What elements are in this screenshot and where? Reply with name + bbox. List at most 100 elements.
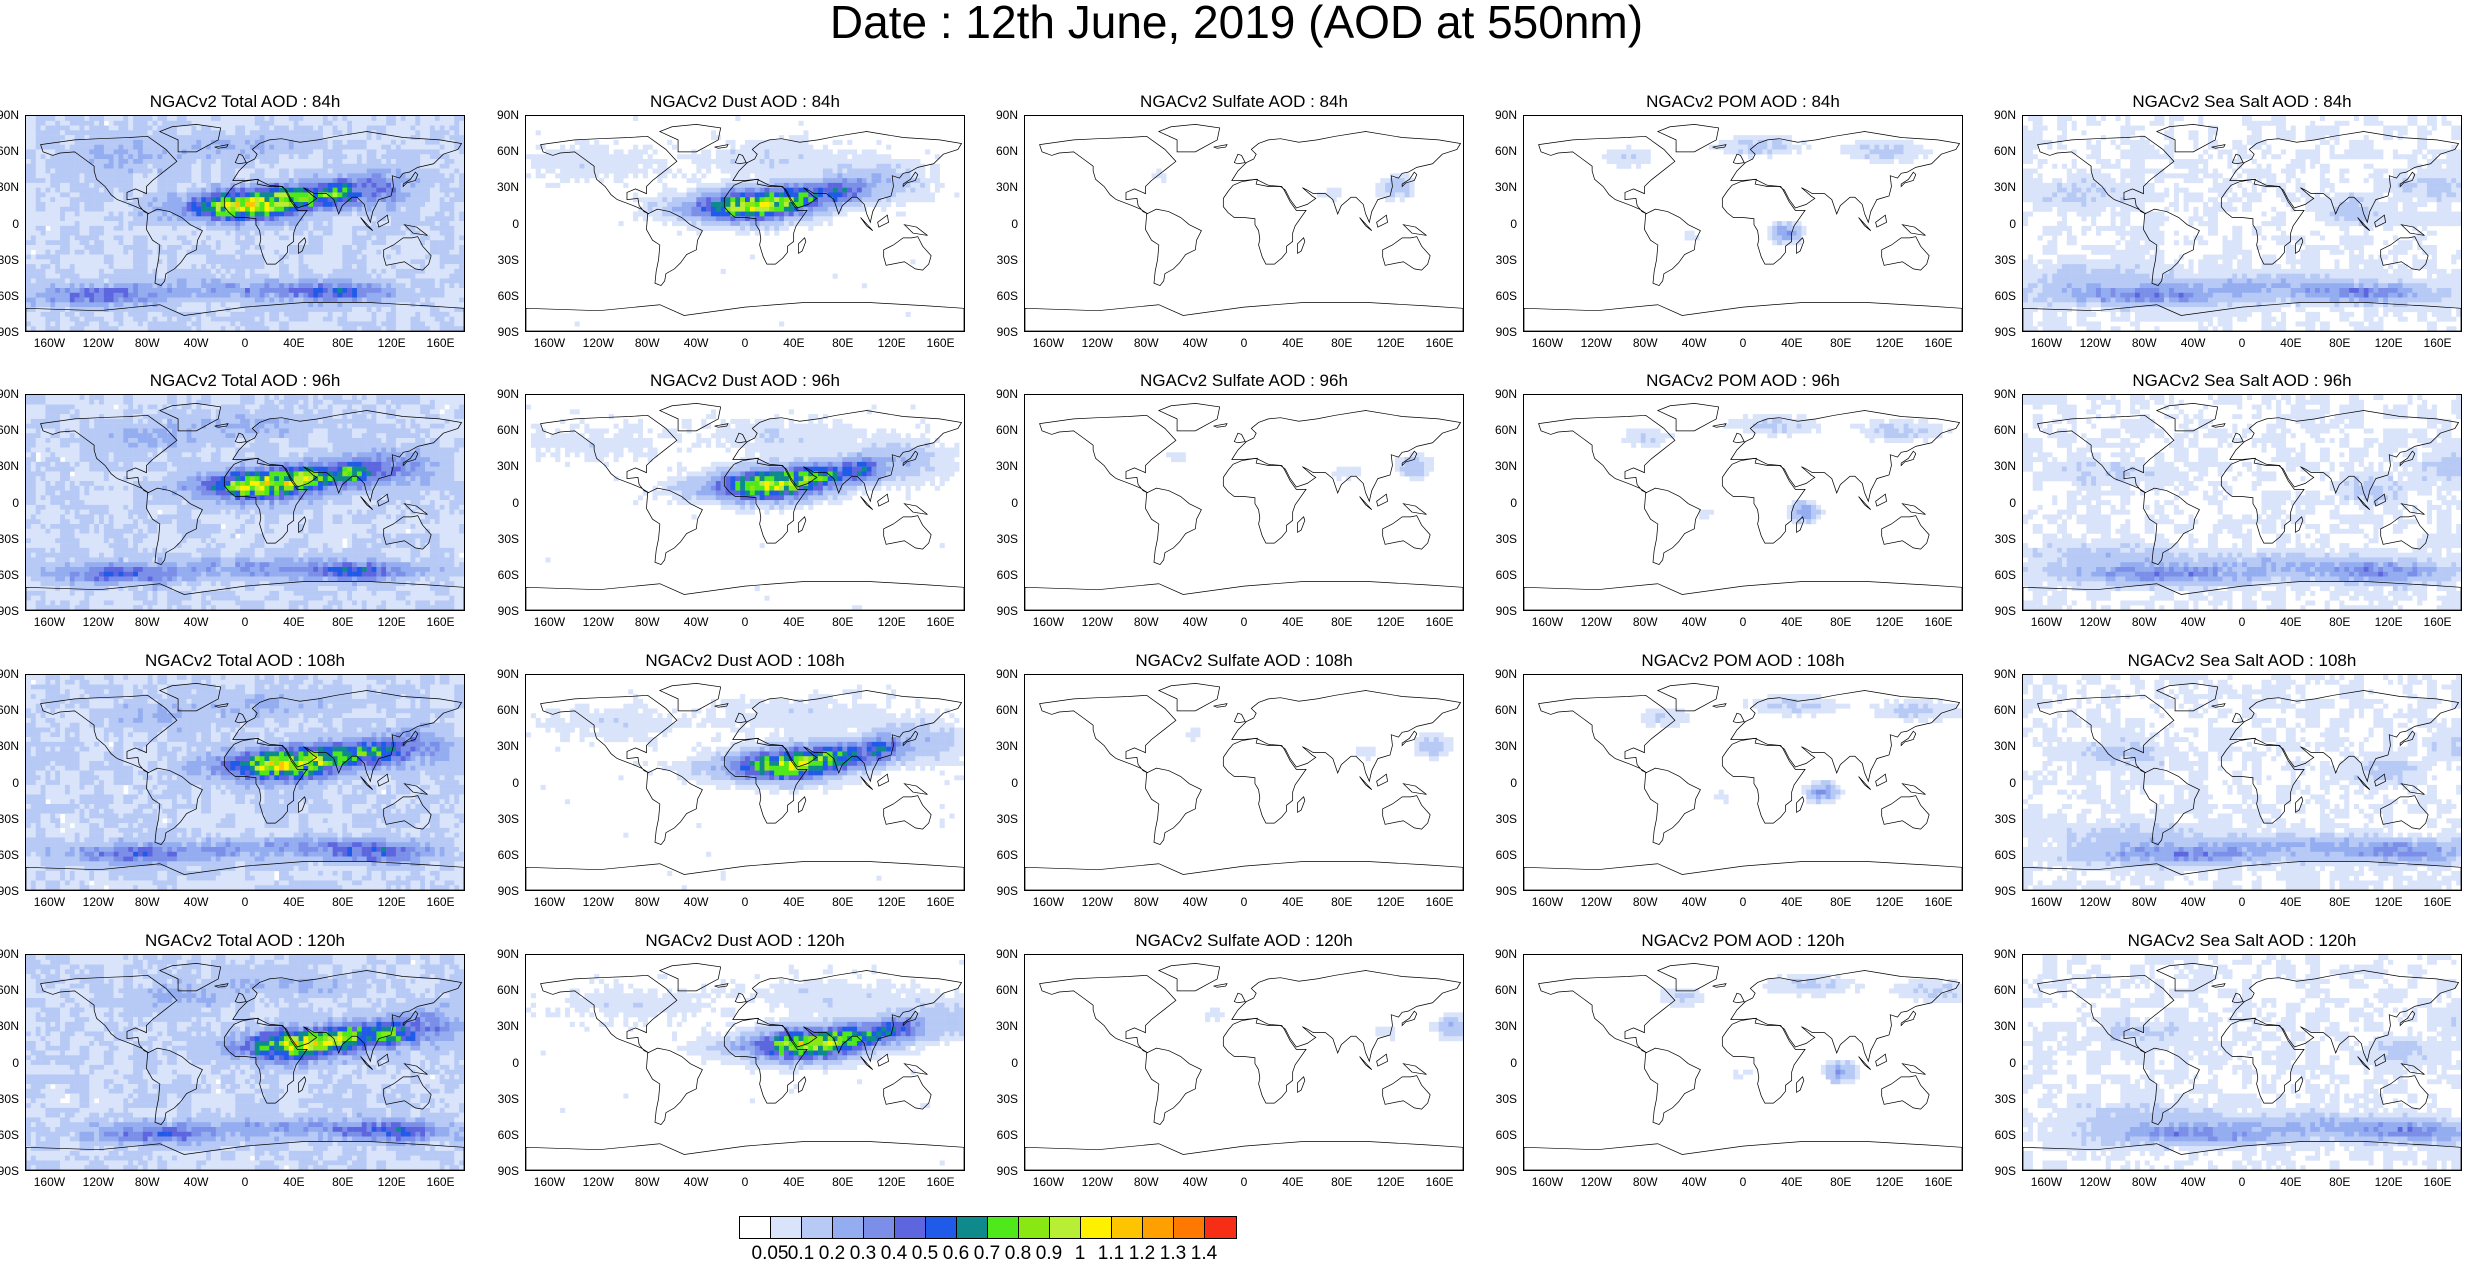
aod-cell: [99, 298, 104, 303]
aod-cell: [26, 154, 31, 159]
aod-field-map: [26, 116, 464, 331]
aod-cell: [255, 259, 260, 264]
aod-cell: [45, 183, 50, 188]
aod-cell: [386, 240, 391, 245]
aod-cell: [623, 164, 628, 169]
aod-cell: [99, 288, 104, 293]
aod-cell: [109, 278, 114, 283]
aod-cell: [80, 264, 85, 269]
aod-cell: [41, 317, 46, 322]
aod-cell: [226, 293, 231, 298]
aod-cell: [60, 231, 65, 236]
aod-cell: [289, 216, 294, 221]
aod-cell: [391, 212, 396, 217]
aod-cell: [410, 188, 415, 193]
aod-cell: [230, 116, 235, 121]
aod-cell: [406, 293, 411, 298]
aod-cell: [867, 164, 872, 169]
aod-cell: [342, 149, 347, 154]
aod-cell: [303, 298, 308, 303]
aod-cell: [333, 212, 338, 217]
aod-cell: [118, 231, 123, 236]
aod-cell: [872, 188, 877, 193]
aod-cell: [342, 159, 347, 164]
aod-cell: [435, 245, 440, 250]
aod-cell: [333, 312, 338, 317]
aod-cell: [75, 255, 80, 260]
aod-cell: [633, 159, 638, 164]
aod-cell: [347, 212, 352, 217]
aod-cell: [26, 130, 31, 135]
aod-cell: [75, 164, 80, 169]
aod-cell: [226, 183, 231, 188]
aod-cell: [454, 240, 459, 245]
aod-cell: [536, 130, 541, 135]
aod-cell: [391, 231, 396, 236]
aod-cell: [367, 178, 372, 183]
aod-cell: [367, 264, 372, 269]
aod-cell: [250, 154, 255, 159]
aod-cell: [84, 240, 89, 245]
aod-cell: [274, 283, 279, 288]
aod-cell: [318, 207, 323, 212]
aod-cell: [313, 245, 318, 250]
aod-cell: [459, 121, 464, 126]
aod-cell: [347, 207, 352, 212]
aod-cell: [172, 250, 177, 255]
aod-cell: [31, 216, 36, 221]
aod-cell: [337, 188, 342, 193]
aod-cell: [50, 298, 55, 303]
aod-cell: [80, 278, 85, 283]
aod-cell: [313, 188, 318, 193]
aod-cell: [352, 326, 357, 331]
aod-cell: [284, 169, 289, 174]
aod-cell: [445, 221, 450, 226]
aod-cell: [123, 317, 128, 322]
aod-cell: [294, 149, 299, 154]
aod-cell: [294, 188, 299, 193]
aod-cell: [386, 169, 391, 174]
aod-cell: [337, 235, 342, 240]
aod-cell: [391, 312, 396, 317]
aod-cell: [454, 178, 459, 183]
aod-cell: [367, 188, 372, 193]
aod-cell: [420, 307, 425, 312]
aod-cell: [279, 288, 284, 293]
aod-cell: [123, 207, 128, 212]
aod-cell: [50, 240, 55, 245]
aod-cell: [172, 302, 177, 307]
aod-cell: [299, 283, 304, 288]
aod-cell: [84, 207, 89, 212]
aod-cell: [221, 269, 226, 274]
aod-cell: [221, 317, 226, 322]
aod-cell: [347, 259, 352, 264]
aod-cell: [201, 188, 206, 193]
aod-cell: [823, 197, 828, 202]
aod-cell: [726, 164, 731, 169]
aod-cell: [333, 130, 338, 135]
aod-cell: [604, 164, 609, 169]
aod-cell: [211, 231, 216, 236]
aod-cell: [123, 130, 128, 135]
aod-cell: [415, 116, 420, 121]
aod-cell: [386, 278, 391, 283]
aod-cell: [36, 302, 41, 307]
aod-cell: [148, 192, 153, 197]
aod-cell: [342, 188, 347, 193]
aod-cell: [352, 288, 357, 293]
aod-cell: [435, 278, 440, 283]
aod-cell: [153, 307, 158, 312]
aod-cell: [696, 178, 701, 183]
aod-cell: [755, 192, 760, 197]
aod-cell: [50, 259, 55, 264]
aod-cell: [299, 231, 304, 236]
aod-cell: [881, 154, 886, 159]
aod-cell: [269, 312, 274, 317]
aod-cell: [425, 154, 430, 159]
aod-cell: [347, 126, 352, 131]
aod-cell: [435, 259, 440, 264]
aod-cell: [935, 188, 940, 193]
aod-cell: [153, 149, 158, 154]
aod-cell: [123, 164, 128, 169]
aod-cell: [114, 321, 119, 326]
